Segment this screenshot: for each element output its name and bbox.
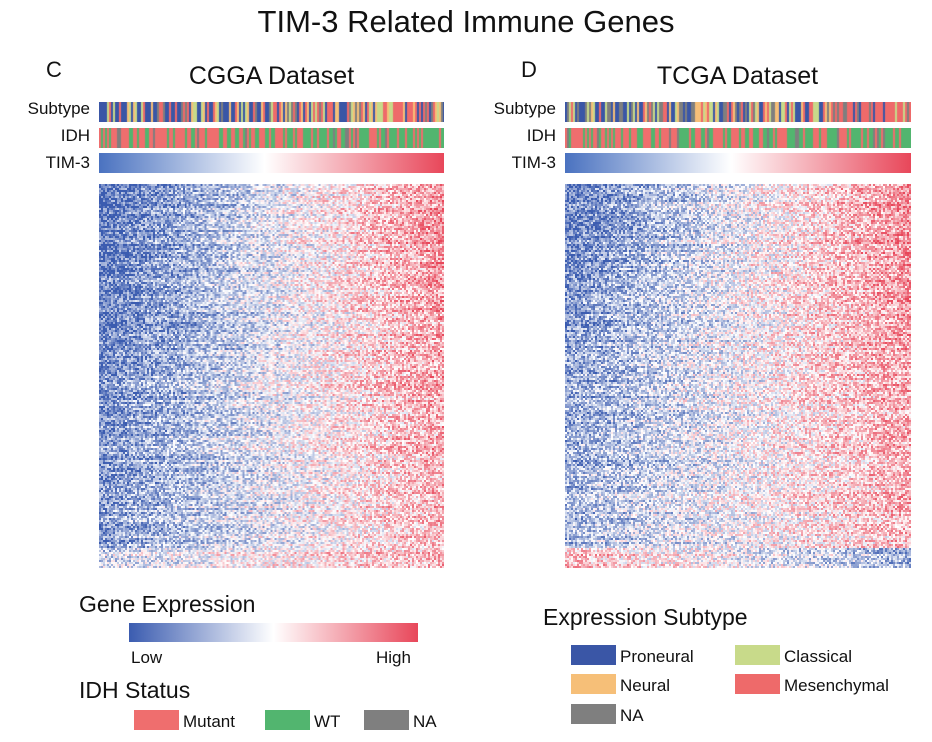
idh-na-label: NA xyxy=(413,712,437,731)
idh-annotation-strip-d xyxy=(565,128,911,148)
idh-wt-label: WT xyxy=(314,712,341,731)
heatmap-bottom-rows-tcga xyxy=(565,548,911,568)
figure-title: TIM-3 Related Immune Genes xyxy=(257,4,675,39)
subtype-na-swatch xyxy=(571,704,616,724)
heatmap-tcga xyxy=(565,184,911,564)
subtype-mesenchymal-swatch xyxy=(735,674,780,694)
subtype-row-label-d: Subtype xyxy=(493,99,556,118)
subtype-annotation-strip-d xyxy=(565,102,911,122)
subtype-proneural-swatch xyxy=(571,645,616,665)
subtype-proneural-label: Proneural xyxy=(620,647,694,666)
tim3-row-label-d: TIM-3 xyxy=(511,153,556,172)
subtype-row-label-c: Subtype xyxy=(27,99,90,118)
heatmap-cgga xyxy=(99,184,444,564)
gene-expression-legend-title: Gene Expression xyxy=(79,591,256,617)
subtype-neural-label: Neural xyxy=(620,676,671,695)
idh-mutant-label: Mutant xyxy=(183,712,235,731)
idh-wt-swatch xyxy=(265,710,310,730)
idh-na-swatch xyxy=(364,710,409,730)
heatmap-bottom-rows-cgga xyxy=(99,548,444,568)
colorbar-low-label: Low xyxy=(131,648,163,667)
idh-mutant-swatch xyxy=(134,710,179,730)
tim3-row-label-c: TIM-3 xyxy=(45,153,90,172)
idh-row-label-c: IDH xyxy=(60,126,90,145)
subtype-mesenchymal-label: Mesenchymal xyxy=(784,676,889,695)
subtype-classical-swatch xyxy=(735,645,780,665)
tim3-gradient-strip-d xyxy=(565,153,911,173)
idh-status-legend-title: IDH Status xyxy=(79,677,191,703)
panel-letter-c: C xyxy=(46,57,62,82)
gene-expression-colorbar xyxy=(129,623,418,642)
idh-row-label-d: IDH xyxy=(526,126,556,145)
panel-title-cgga: CGGA Dataset xyxy=(188,62,355,90)
panel-title-tcga: TCGA Dataset xyxy=(656,62,819,90)
subtype-classical-label: Classical xyxy=(784,647,853,666)
subtype-annotation-strip-c xyxy=(99,102,444,122)
expression-subtype-legend-title: Expression Subtype xyxy=(543,604,748,630)
colorbar-high-label: High xyxy=(376,648,411,667)
subtype-neural-swatch xyxy=(571,674,616,694)
panel-letter-d: D xyxy=(521,57,537,82)
subtype-na-label: NA xyxy=(620,706,644,725)
idh-annotation-strip-c xyxy=(99,128,444,148)
tim3-gradient-strip-c xyxy=(99,153,444,173)
